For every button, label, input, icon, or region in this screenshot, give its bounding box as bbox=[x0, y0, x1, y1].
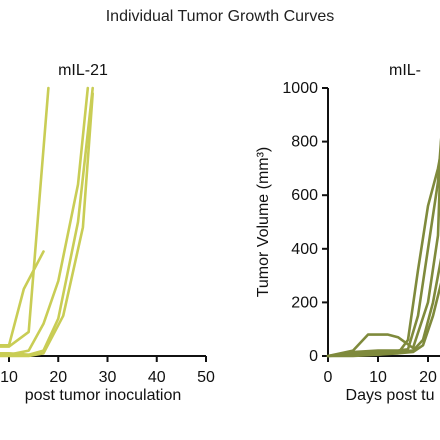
x-tick-label: 20 bbox=[49, 369, 67, 386]
series-line-3 bbox=[326, 257, 440, 358]
panel-title: mIL- bbox=[389, 62, 421, 79]
y-tick-label: 200 bbox=[291, 294, 318, 311]
panel-title: mIL-21 bbox=[58, 62, 108, 79]
x-tick-label: 30 bbox=[99, 369, 117, 386]
series-line-2 bbox=[0, 250, 45, 347]
figure-title: Individual Tumor Growth Curves bbox=[105, 8, 335, 25]
series-group bbox=[0, 86, 94, 358]
x-tick-label: 0 bbox=[324, 369, 333, 386]
x-tick-label: 40 bbox=[148, 369, 166, 386]
y-tick-label: 800 bbox=[291, 134, 318, 151]
series-line-5 bbox=[326, 150, 440, 358]
series-group bbox=[326, 137, 440, 358]
x-axis-label: Days post tu bbox=[346, 387, 435, 404]
series-line-2 bbox=[326, 137, 440, 358]
y-tick-label: 600 bbox=[291, 187, 318, 204]
y-tick-label: 0 bbox=[309, 348, 318, 365]
panel-mil21-left: mIL-21 10 20 30 40 50 post tumor inoculation bbox=[0, 62, 215, 404]
y-tick-label: 1000 bbox=[282, 80, 318, 97]
series-line-1 bbox=[326, 138, 440, 358]
y-axis-label: Tumor Volume (mm³) bbox=[255, 147, 272, 298]
series-line-1 bbox=[0, 86, 50, 348]
x-axis-label: post tumor inoculation bbox=[25, 387, 182, 404]
axes: 10 20 30 40 50 bbox=[0, 355, 215, 386]
x-tick-label: 20 bbox=[419, 369, 437, 386]
x-tick-label: 50 bbox=[197, 369, 215, 386]
series-line-5 bbox=[0, 92, 94, 358]
series-line-4 bbox=[326, 282, 440, 358]
x-tick-label: 10 bbox=[369, 369, 387, 386]
y-tick-label: 400 bbox=[291, 241, 318, 258]
x-tick-label: 10 bbox=[0, 369, 18, 386]
